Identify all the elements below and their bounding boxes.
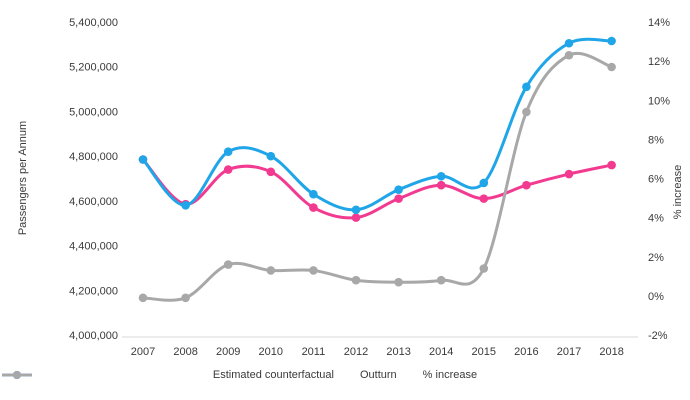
data-point-outturn [394, 185, 403, 194]
data-point-increase [607, 62, 616, 72]
x-axis-tick-label: 2014 [429, 346, 453, 358]
data-point-outturn [138, 155, 148, 164]
data-point-outturn [522, 82, 531, 92]
data-point-increase [436, 275, 446, 285]
right-axis-tick-label: 2% [648, 252, 664, 264]
data-point-increase [479, 264, 489, 273]
left-axis-tick-label: 4,600,000 [69, 196, 118, 208]
data-point-estimated-counterfactual [394, 194, 403, 203]
x-axis-tick-label: 2017 [557, 346, 581, 358]
x-axis-tick-label: 2009 [216, 346, 240, 358]
left-axis-title: Passengers per Annum [17, 121, 29, 235]
left-axis-tick-label: 5,200,000 [69, 62, 118, 74]
right-axis-tick-label: -2% [648, 330, 668, 342]
right-axis-tick-label: 6% [648, 174, 664, 186]
right-axis-tick-label: 14% [648, 17, 670, 29]
data-point-estimated-counterfactual [309, 203, 318, 212]
chart-legend: Estimated counterfactual Outturn % increas… [0, 369, 690, 381]
x-axis-tick-label: 2007 [131, 346, 155, 358]
data-point-increase [351, 275, 361, 285]
x-axis-tick-label: 2015 [472, 346, 496, 358]
data-point-increase [564, 50, 574, 60]
left-axis-tick-label: 5,000,000 [69, 106, 118, 118]
right-axis-tick-label: 0% [648, 291, 664, 303]
right-axis-tick-label: 8% [648, 134, 664, 146]
data-point-estimated-counterfactual [522, 180, 531, 190]
x-axis-tick-label: 2018 [599, 346, 623, 358]
legend-label-increase: % increase [422, 369, 478, 381]
data-point-estimated-counterfactual [479, 194, 489, 203]
data-point-outturn [309, 189, 318, 199]
data-point-outturn [266, 151, 276, 161]
x-axis-tick-label: 2012 [344, 346, 368, 358]
x-axis-tick-label: 2010 [259, 346, 283, 358]
right-axis-tick-label: 12% [648, 56, 670, 68]
left-axis-tick-label: 5,400,000 [69, 17, 118, 29]
left-axis-tick-label: 4,800,000 [69, 151, 118, 163]
x-axis-tick-label: 2008 [173, 346, 197, 358]
data-point-outturn [479, 178, 489, 188]
data-point-outturn [564, 38, 574, 48]
data-point-increase [181, 293, 190, 303]
data-point-estimated-counterfactual [564, 169, 574, 179]
legend-label-outturn: Outturn [359, 369, 397, 381]
legend-label-estimated-counterfactual: Estimated counterfactual [212, 369, 334, 381]
data-point-estimated-counterfactual [351, 213, 361, 222]
legend-item-outturn: Outturn [2, 369, 397, 381]
data-point-outturn [351, 205, 361, 215]
series-line-increase [141, 52, 614, 302]
data-point-increase [309, 266, 318, 275]
data-point-increase [138, 293, 148, 303]
right-axis-tick-label: 10% [648, 95, 670, 107]
left-axis-tick-label: 4,200,000 [69, 285, 118, 297]
x-axis-tick-label: 2011 [302, 346, 326, 358]
legend-item-increase: % increase [2, 369, 478, 381]
plot-area: 4,000,000 4,200,000 4,400,000 4,600,000 4,80… [69, 17, 670, 358]
x-axis-tick-label: 2013 [386, 346, 410, 358]
data-point-estimated-counterfactual [266, 167, 276, 177]
data-point-estimated-counterfactual [436, 180, 446, 190]
legend-item-estimated-counterfactual: Estimated counterfactual [2, 369, 334, 381]
right-axis-tick-label: 4% [648, 213, 664, 225]
left-axis-tick-label: 4,400,000 [69, 241, 118, 253]
data-point-outturn [607, 36, 616, 46]
data-point-outturn [223, 147, 233, 156]
data-point-outturn [181, 201, 190, 210]
data-point-increase [394, 277, 403, 287]
data-point-increase [223, 260, 233, 269]
legend-marker-increase [2, 371, 32, 379]
data-point-increase [266, 266, 276, 275]
data-point-increase [522, 107, 531, 117]
data-point-estimated-counterfactual [223, 165, 233, 174]
x-axis-tick-label: 2016 [514, 346, 538, 358]
data-point-estimated-counterfactual [607, 160, 616, 170]
left-axis-tick-label: 4,000,000 [69, 330, 118, 342]
data-point-outturn [436, 171, 446, 181]
right-axis-title: % increase [672, 165, 684, 219]
